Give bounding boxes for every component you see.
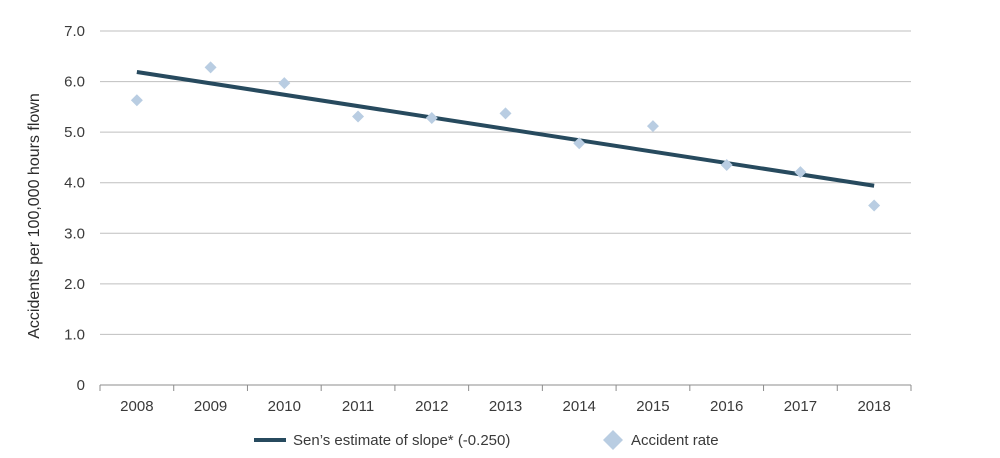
y-tick-label: 1.0 xyxy=(64,326,85,343)
y-tick-label: 7.0 xyxy=(64,23,85,40)
x-tick-label: 2014 xyxy=(563,398,596,415)
data-point xyxy=(794,166,807,179)
accident-rate-points xyxy=(130,61,881,212)
data-point xyxy=(499,107,512,120)
legend-diamond-icon xyxy=(603,430,623,450)
data-point xyxy=(278,77,291,90)
x-tick-labels: 2008 2009 2010 2011 2012 2013 2014 2015 2016 2017… xyxy=(120,398,891,415)
legend-accident-rate-label: Accident rate xyxy=(631,432,719,449)
data-point xyxy=(868,199,881,212)
data-point xyxy=(204,61,217,74)
gridlines xyxy=(100,30,911,335)
y-tick-label: 0 xyxy=(77,377,85,394)
x-tick-label: 2010 xyxy=(268,398,301,415)
axes xyxy=(99,384,912,391)
y-tick-labels: 0 1.0 2.0 3.0 4.0 5.0 6.0 7.0 xyxy=(64,23,85,394)
data-point xyxy=(425,111,438,124)
data-point xyxy=(720,159,733,172)
data-point xyxy=(130,94,143,107)
trend-line xyxy=(136,69,875,188)
y-tick-label: 4.0 xyxy=(64,175,85,192)
x-tick-label: 2012 xyxy=(415,398,448,415)
y-tick-label: 5.0 xyxy=(64,124,85,141)
x-tick-label: 2017 xyxy=(784,398,817,415)
y-tick-label: 3.0 xyxy=(64,225,85,242)
data-point xyxy=(646,120,659,133)
x-tick-label: 2011 xyxy=(342,398,374,415)
data-point xyxy=(573,137,586,150)
legend-trend-label: Sen’s estimate of slope* (-0.250) xyxy=(293,432,510,449)
x-tick-label: 2015 xyxy=(636,398,669,415)
data-point xyxy=(352,110,365,123)
x-tick-label: 2018 xyxy=(857,398,890,415)
x-tick-label: 2016 xyxy=(710,398,743,415)
trend-line-layer xyxy=(136,69,875,188)
y-tick-label: 6.0 xyxy=(64,74,85,91)
x-tick-label: 2013 xyxy=(489,398,522,415)
x-tick-label: 2008 xyxy=(120,398,153,415)
legend: Sen’s estimate of slope* (-0.250) Accide… xyxy=(254,430,719,450)
x-tick-label: 2009 xyxy=(194,398,227,415)
y-axis-title: Accidents per 100,000 hours flown xyxy=(26,93,43,338)
y-tick-label: 2.0 xyxy=(64,276,85,293)
